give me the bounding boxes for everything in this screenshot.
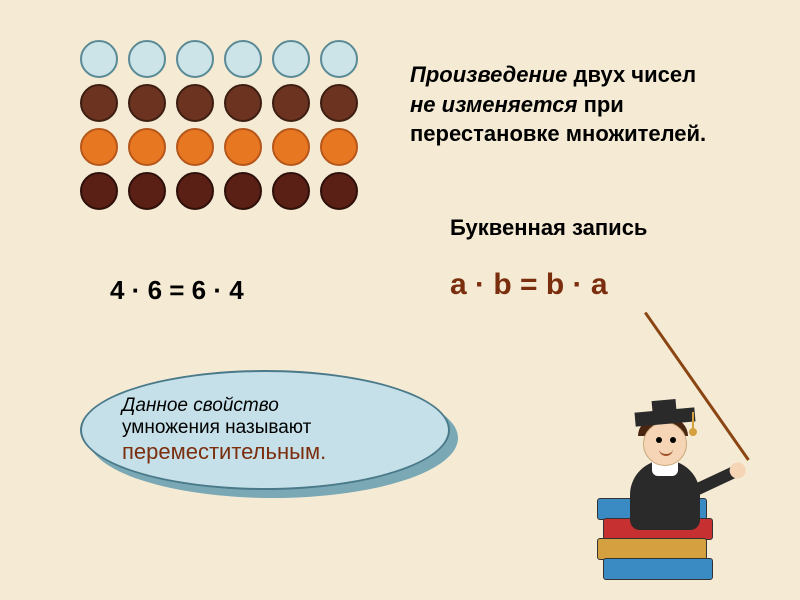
circle-icon <box>128 128 166 166</box>
teacher-character-icon <box>570 380 770 580</box>
circle-icon <box>176 84 214 122</box>
circle-row <box>80 172 358 210</box>
circle-icon <box>176 128 214 166</box>
rule-line3: перестановке множителей. <box>410 121 706 146</box>
circle-icon <box>128 84 166 122</box>
tassel-icon <box>692 412 694 430</box>
rule-line2-italic: не изменяется <box>410 92 577 117</box>
circle-icon <box>80 84 118 122</box>
rule-line1-italic: Произведение <box>410 62 567 87</box>
hand-icon <box>727 460 748 481</box>
circle-icon <box>224 128 262 166</box>
bubble-line3: переместительным. <box>122 439 408 465</box>
circle-icon <box>176 172 214 210</box>
arm-icon <box>690 465 740 497</box>
algebraic-equation: a · b = b · a <box>450 268 608 302</box>
book-icon <box>597 538 707 560</box>
circle-icon <box>80 40 118 78</box>
circle-icon <box>128 172 166 210</box>
circle-icon <box>272 128 310 166</box>
circle-icon <box>320 84 358 122</box>
circle-row <box>80 40 358 78</box>
circle-icon <box>176 40 214 78</box>
circle-icon <box>272 172 310 210</box>
rule-line1-rest: двух чисел <box>567 62 696 87</box>
circle-icon <box>320 40 358 78</box>
circle-icon <box>320 128 358 166</box>
bubble-line2: умножения называют <box>122 417 408 439</box>
mouth-icon <box>659 449 673 456</box>
circle-icon <box>80 128 118 166</box>
circle-icon <box>224 40 262 78</box>
bubble-line1: Данное свойство <box>122 395 408 417</box>
circle-icon <box>80 172 118 210</box>
letter-notation-label: Буквенная запись <box>450 215 647 241</box>
circle-row <box>80 84 358 122</box>
person-icon <box>630 460 700 530</box>
book-icon <box>603 558 713 580</box>
graduation-hat-icon <box>635 407 696 426</box>
eye-left-icon <box>656 437 662 443</box>
eye-right-icon <box>670 437 676 443</box>
circle-icon <box>224 172 262 210</box>
circle-array-diagram <box>80 40 358 216</box>
rule-statement: Произведение двух чисел не изменяется пр… <box>410 60 770 149</box>
circle-icon <box>128 40 166 78</box>
bubble-main: Данное свойство умножения называют перем… <box>80 370 450 490</box>
head-icon <box>643 422 687 466</box>
circle-icon <box>272 40 310 78</box>
speech-bubble: Данное свойство умножения называют перем… <box>80 370 460 510</box>
circle-icon <box>272 84 310 122</box>
body-icon <box>630 460 700 530</box>
circle-icon <box>320 172 358 210</box>
rule-line2-rest: при <box>577 92 623 117</box>
circle-icon <box>224 84 262 122</box>
numeric-equation: 4 · 6 = 6 · 4 <box>110 275 244 306</box>
circle-row <box>80 128 358 166</box>
